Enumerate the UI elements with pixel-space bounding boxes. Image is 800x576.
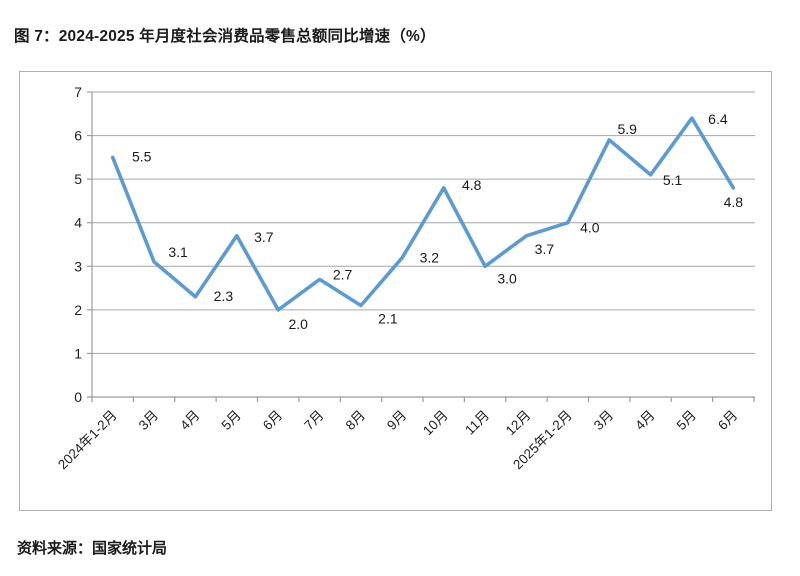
x-tick-label-group: 12月 xyxy=(503,408,534,439)
data-point-label: 3.0 xyxy=(497,270,517,286)
data-point-label: 5.1 xyxy=(663,172,683,188)
x-tick-label-group: 4月 xyxy=(632,408,657,433)
x-tick-label: 2024年1-2月 xyxy=(55,408,120,473)
x-tick-label: 3月 xyxy=(591,408,616,433)
data-point-label: 3.1 xyxy=(168,244,188,260)
x-tick-label-group: 6月 xyxy=(715,408,740,433)
figure-title: 图 7：2024-2025 年月度社会消费品零售总额同比增速（%） xyxy=(14,28,436,45)
line-chart: 0 1 2 3 4 5 6 7 2024年1-2月 3月 4月 5月 6月 7月 8月 9月 10月 11月 12月… xyxy=(55,84,755,473)
x-tick-label-group: 7月 xyxy=(301,408,326,433)
data-point-label: 3.7 xyxy=(254,229,274,245)
y-tick-label: 7 xyxy=(74,84,82,100)
data-point-label: 2.1 xyxy=(378,311,398,327)
x-tick-label: 5月 xyxy=(218,408,243,433)
x-tick-label: 6月 xyxy=(260,408,285,433)
data-point-label: 4.0 xyxy=(580,220,600,236)
data-point-label: 3.2 xyxy=(420,250,440,266)
x-tick-label-group: 5月 xyxy=(218,408,243,433)
y-tick-label: 3 xyxy=(74,258,82,274)
x-tick-label-group: 3月 xyxy=(591,408,616,433)
y-tick-label: 5 xyxy=(74,171,82,187)
data-point-label: 2.3 xyxy=(214,288,234,304)
x-tick-label-group: 11月 xyxy=(462,408,492,438)
x-tick-label-group: 5月 xyxy=(674,408,699,433)
x-tick-label: 8月 xyxy=(343,408,368,433)
data-point-label: 5.5 xyxy=(132,148,152,164)
data-point-label: 4.8 xyxy=(462,177,482,193)
x-tick-label: 4月 xyxy=(177,408,202,433)
y-tick-label: 2 xyxy=(74,302,82,318)
source-note: 资料来源：国家统计局 xyxy=(17,540,168,557)
x-tick-label: 11月 xyxy=(462,408,492,438)
chart-container: 0 1 2 3 4 5 6 7 2024年1-2月 3月 4月 5月 6月 7月 8月 9月 10月 11月 12月… xyxy=(19,71,772,511)
x-tick-label-group: 9月 xyxy=(384,408,409,433)
x-tick-label-group: 4月 xyxy=(177,408,202,433)
data-point-label: 4.8 xyxy=(724,194,744,210)
x-tick-label-group: 3月 xyxy=(136,408,161,433)
y-tick-label: 0 xyxy=(74,389,82,405)
series-line xyxy=(110,116,736,312)
data-point-label: 5.9 xyxy=(617,121,637,137)
x-tick-label: 10月 xyxy=(420,408,451,439)
data-point-label: 3.7 xyxy=(535,241,555,257)
x-tick-label: 9月 xyxy=(384,408,409,433)
x-tick-label-group: 6月 xyxy=(260,408,285,433)
y-tick-label: 1 xyxy=(74,345,82,361)
x-tick-label: 12月 xyxy=(503,408,534,439)
x-tick-label: 4月 xyxy=(632,408,657,433)
data-point-label: 2.7 xyxy=(333,266,353,282)
x-tick-label: 5月 xyxy=(674,408,699,433)
x-tick-label: 7月 xyxy=(301,408,326,433)
y-tick-label: 4 xyxy=(74,215,82,231)
x-tick-label-group: 10月 xyxy=(420,408,451,439)
x-tick-label-group: 2024年1-2月 xyxy=(55,408,120,473)
x-tick-label: 3月 xyxy=(136,408,161,433)
x-tick-label: 6月 xyxy=(715,408,740,433)
data-point-label: 6.4 xyxy=(708,111,728,127)
data-point-label: 2.0 xyxy=(288,316,308,332)
x-tick-label-group: 8月 xyxy=(343,408,368,433)
y-tick-label: 6 xyxy=(74,128,82,144)
